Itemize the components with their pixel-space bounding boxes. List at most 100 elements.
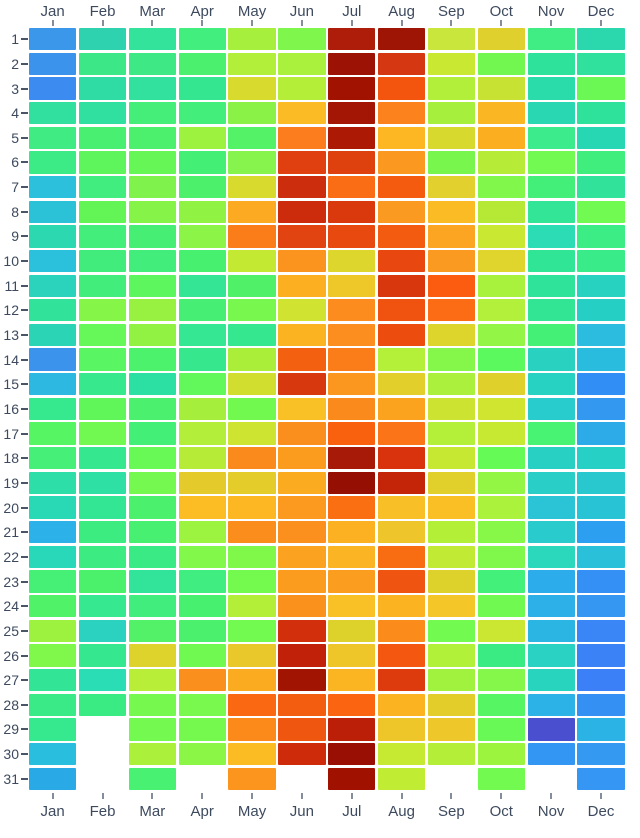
heatmap-cell <box>278 52 326 75</box>
heatmap-cell <box>78 668 127 692</box>
heatmap-cell <box>328 225 376 248</box>
heatmap-cell <box>377 496 426 519</box>
heatmap-cell <box>477 767 525 790</box>
heatmap-cell <box>128 348 176 371</box>
heatmap-cell <box>527 471 575 495</box>
heatmap-cell <box>278 471 326 495</box>
heatmap-cell <box>78 693 127 716</box>
heatmap-cell <box>228 496 276 519</box>
heatmap-cell <box>527 668 575 692</box>
heatmap-cell <box>178 619 226 642</box>
heatmap-cell <box>477 545 525 568</box>
day-label: 25 <box>3 622 19 639</box>
heatmap-cell <box>577 594 625 618</box>
heatmap-cell <box>228 373 276 396</box>
heatmap-cell <box>377 742 426 766</box>
month-label-bottom: Oct <box>489 802 513 820</box>
heatmap-cell <box>278 742 326 766</box>
heatmap-cell <box>427 175 476 199</box>
axis-tick-top <box>51 20 54 26</box>
month-label-top: Dec <box>587 3 615 20</box>
heatmap-cell <box>427 28 476 51</box>
heatmap-cell <box>29 718 77 741</box>
heatmap-cell <box>228 644 276 667</box>
heatmap-cell <box>427 151 476 174</box>
axis-tick-left <box>21 284 28 287</box>
heatmap-cell <box>377 28 426 51</box>
heatmap-cell <box>328 151 376 174</box>
axis-tick-left <box>21 432 28 435</box>
heatmap-cell <box>29 545 77 568</box>
heatmap-cell <box>128 175 176 199</box>
heatmap-cell <box>377 668 426 692</box>
heatmap-cell <box>527 200 575 223</box>
heatmap-cell <box>78 200 127 223</box>
heatmap-cell <box>78 471 127 495</box>
heatmap-cell <box>178 373 226 396</box>
heatmap-cell <box>477 693 525 716</box>
heatmap-cell <box>427 594 476 618</box>
day-label: 4 <box>11 105 19 122</box>
axis-tick-left <box>21 531 28 534</box>
day-label: 19 <box>3 474 19 491</box>
day-label: 26 <box>3 647 19 664</box>
heatmap-cell <box>78 619 127 642</box>
heatmap-cell <box>328 101 376 125</box>
heatmap-cell <box>427 693 476 716</box>
day-label: 17 <box>3 425 19 442</box>
heatmap-cell <box>477 373 525 396</box>
day-label: 1 <box>11 31 19 48</box>
heatmap-cell <box>128 225 176 248</box>
heatmap-cell <box>228 742 276 766</box>
axis-tick-left <box>21 777 28 780</box>
axis-tick-left <box>21 383 28 386</box>
axis-tick-top <box>450 20 453 26</box>
axis-tick-left <box>21 87 28 90</box>
heatmap-cell <box>178 200 226 223</box>
heatmap-cell <box>527 101 575 125</box>
day-label: 5 <box>11 129 19 146</box>
axis-tick-left <box>21 136 28 139</box>
heatmap-cell <box>178 28 226 51</box>
heatmap-cell <box>477 200 525 223</box>
heatmap-cell <box>178 126 226 149</box>
day-label: 15 <box>3 376 19 393</box>
heatmap-cell <box>128 373 176 396</box>
heatmap-cell <box>477 175 525 199</box>
month-label-top: Feb <box>89 3 116 20</box>
heatmap-cell <box>527 77 575 100</box>
day-label: 27 <box>3 672 19 689</box>
heatmap-cell <box>328 718 376 741</box>
month-label-top: Oct <box>489 3 513 20</box>
heatmap-cell <box>228 299 276 322</box>
day-label: 7 <box>11 179 19 196</box>
heatmap-cell <box>477 496 525 519</box>
heatmap-cell <box>377 249 426 273</box>
heatmap-cell <box>29 299 77 322</box>
heatmap-cell <box>128 77 176 100</box>
heatmap-cell <box>427 570 476 593</box>
heatmap-cell <box>29 151 77 174</box>
axis-tick-left <box>21 62 28 65</box>
heatmap-cell <box>527 447 575 470</box>
heatmap-cell <box>178 693 226 716</box>
heatmap-cell <box>228 151 276 174</box>
heatmap-cell <box>477 101 525 125</box>
heatmap-cell <box>29 249 77 273</box>
axis-tick-bottom <box>400 792 403 799</box>
heatmap-cell <box>427 52 476 75</box>
heatmap-cell <box>78 52 127 75</box>
day-label: 30 <box>3 746 19 762</box>
heatmap-cell <box>78 28 127 51</box>
axis-tick-left <box>21 161 28 164</box>
heatmap-cell <box>278 668 326 692</box>
heatmap-cell <box>328 28 376 51</box>
heatmap-cell <box>577 767 625 790</box>
axis-tick-left <box>21 629 28 632</box>
heatmap-cell <box>527 693 575 716</box>
heatmap-cell <box>427 496 476 519</box>
heatmap-cell <box>78 545 127 568</box>
heatmap-cell <box>427 619 476 642</box>
heatmap-cell <box>427 299 476 322</box>
day-label: 8 <box>11 203 19 220</box>
